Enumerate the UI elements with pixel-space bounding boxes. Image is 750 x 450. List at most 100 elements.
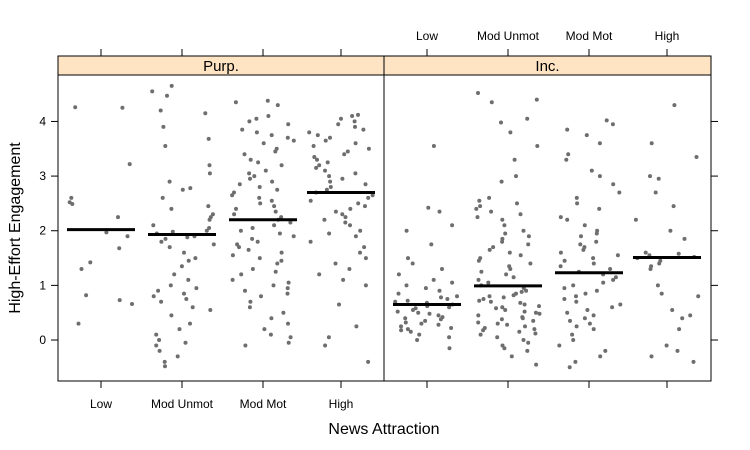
data-point [429,242,434,247]
data-point [489,209,494,214]
data-point [291,234,296,239]
data-point [562,258,567,263]
data-point [578,242,583,247]
data-point [675,348,680,353]
data-point [591,327,596,332]
data-point [163,144,168,148]
data-point [518,300,523,305]
data-point [584,133,589,138]
data-point [521,228,526,233]
data-point [186,277,191,282]
data-point [633,217,638,222]
data-point [403,316,408,321]
data-point [354,324,359,329]
data-point [656,176,661,181]
data-point [314,165,319,170]
data-point [250,226,255,230]
data-point [151,294,156,299]
data-point [233,100,238,105]
data-point [353,124,357,129]
data-point [327,174,332,179]
data-point [204,228,209,233]
data-point [341,277,346,282]
data-point [476,320,481,325]
data-point [311,144,316,148]
data-point [404,283,409,288]
data-point [672,103,677,108]
data-point [508,267,513,271]
panel-strips: Purp. Inc. [57,55,712,76]
data-point [206,204,211,209]
data-point [358,228,363,233]
y-tick-label: 0 [39,333,46,347]
data-point [502,346,507,351]
data-point [608,267,613,271]
data-point [565,310,570,315]
data-point [396,272,401,277]
data-point [230,277,235,282]
data-point [333,209,338,214]
data-point [526,242,531,247]
data-point [517,329,522,334]
data-point [210,212,215,217]
data-point [286,122,291,127]
data-point [509,354,514,359]
data-point [494,306,498,311]
data-point [499,179,504,184]
data-point [655,283,660,288]
data-point [328,179,333,184]
data-point [339,116,343,121]
data-point [163,236,168,241]
data-point [150,89,155,94]
data-point [518,253,523,258]
data-point [476,258,481,263]
axis-ticks [51,49,718,388]
data-point [203,111,208,116]
data-point [271,283,276,288]
data-point [399,328,404,333]
data-point [664,343,669,348]
data-point [167,179,172,184]
data-point [393,299,398,304]
data-point [370,193,375,198]
data-point [161,124,166,129]
data-point [327,231,332,236]
data-point [194,286,199,291]
data-point [248,157,253,162]
x-tick-label: Low [90,397,112,411]
data-point [568,318,572,323]
data-point [273,269,278,274]
data-point [242,152,247,157]
data-point [495,335,500,340]
data-point [326,335,331,340]
data-point [117,298,122,303]
data-point [574,294,578,299]
data-point [611,277,616,282]
data-point [537,304,541,309]
data-point [508,130,513,135]
x-tick-label: Mod Mot [566,29,613,43]
data-point [408,329,413,334]
data-point [286,340,291,345]
data-point [269,316,274,321]
data-point [366,146,371,151]
data-point [170,229,175,234]
data-point [565,127,570,132]
data-point [617,190,622,195]
data-point [531,318,536,323]
data-point [405,327,410,332]
data-point [288,335,293,340]
data-point [79,267,84,271]
data-point [328,185,333,189]
data-point [426,205,431,210]
data-point [440,267,444,271]
data-point [257,256,262,261]
data-point [160,195,165,200]
x-tick-label: High [655,29,680,43]
data-point [363,182,368,187]
data-point [487,294,492,299]
data-point [511,275,516,280]
data-point [648,174,652,179]
data-point [571,283,576,288]
data-point [657,261,662,266]
